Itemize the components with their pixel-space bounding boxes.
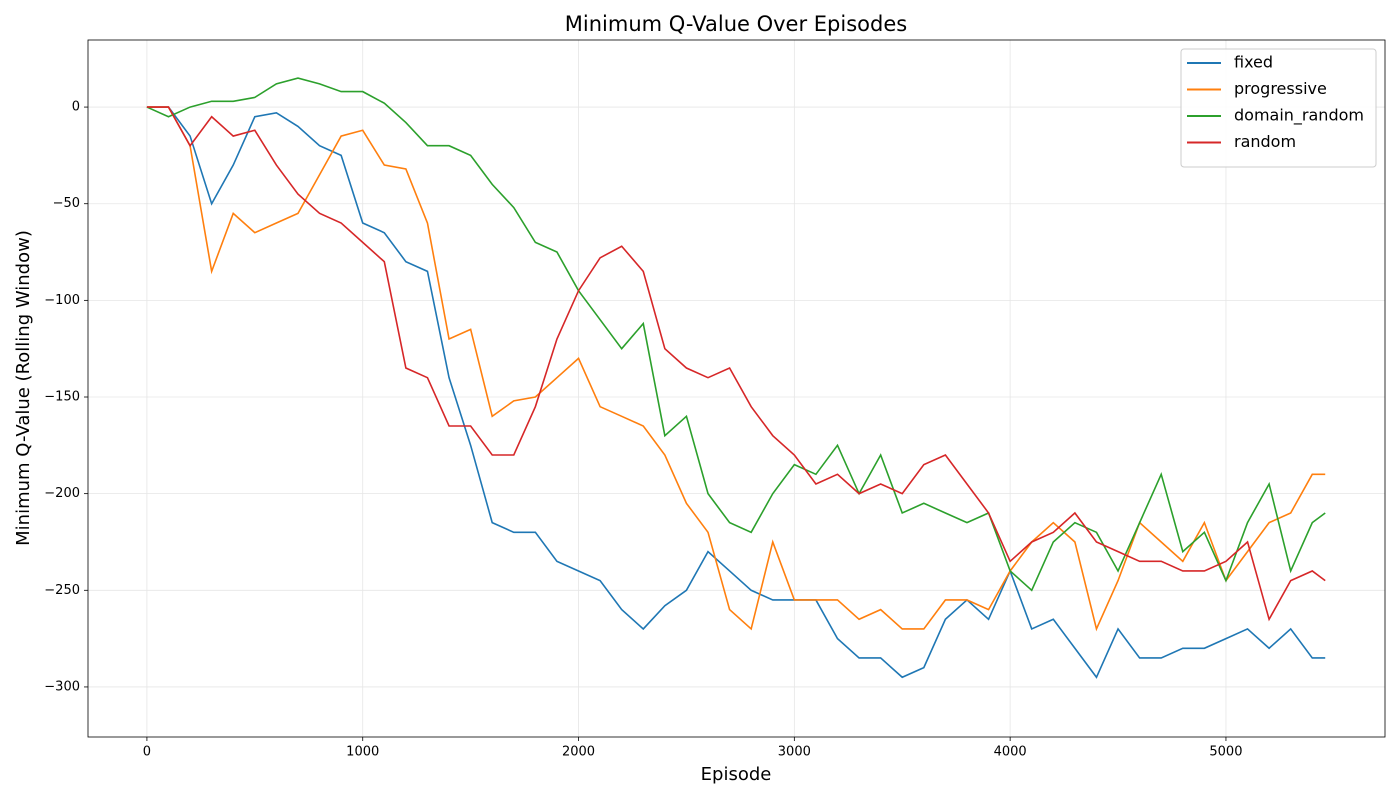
x-tick-label: 1000	[346, 745, 379, 760]
legend-label: random	[1234, 132, 1296, 151]
series-line	[146, 106, 1326, 622]
y-tick-label: 0	[72, 100, 80, 115]
y-tick-label: −200	[44, 486, 80, 501]
plot-frame	[87, 39, 1386, 738]
x-tick-label: 5000	[1209, 745, 1242, 760]
x-tick-label: 0	[143, 745, 151, 760]
chart-title: Minimum Q-Value Over Episodes	[565, 12, 907, 36]
legend-box	[1180, 48, 1377, 168]
y-tick-label: −250	[44, 583, 80, 598]
legend-label: progressive	[1234, 79, 1327, 98]
x-tick-label: 3000	[778, 745, 811, 760]
y-axis-label: Minimum Q-Value (Rolling Window)	[13, 230, 34, 546]
x-tick-label: 4000	[994, 745, 1027, 760]
x-tick-label: 2000	[562, 745, 595, 760]
x-axis-label: Episode	[701, 764, 772, 785]
y-tick-label: −50	[53, 196, 80, 211]
y-tick-label: −300	[44, 679, 80, 694]
series-line	[146, 77, 1326, 592]
legend-label: fixed	[1234, 53, 1273, 72]
legend-label: domain_random	[1234, 106, 1364, 126]
y-tick-label: −150	[44, 390, 80, 405]
series-line	[146, 106, 1326, 679]
y-tick-label: −100	[44, 293, 80, 308]
